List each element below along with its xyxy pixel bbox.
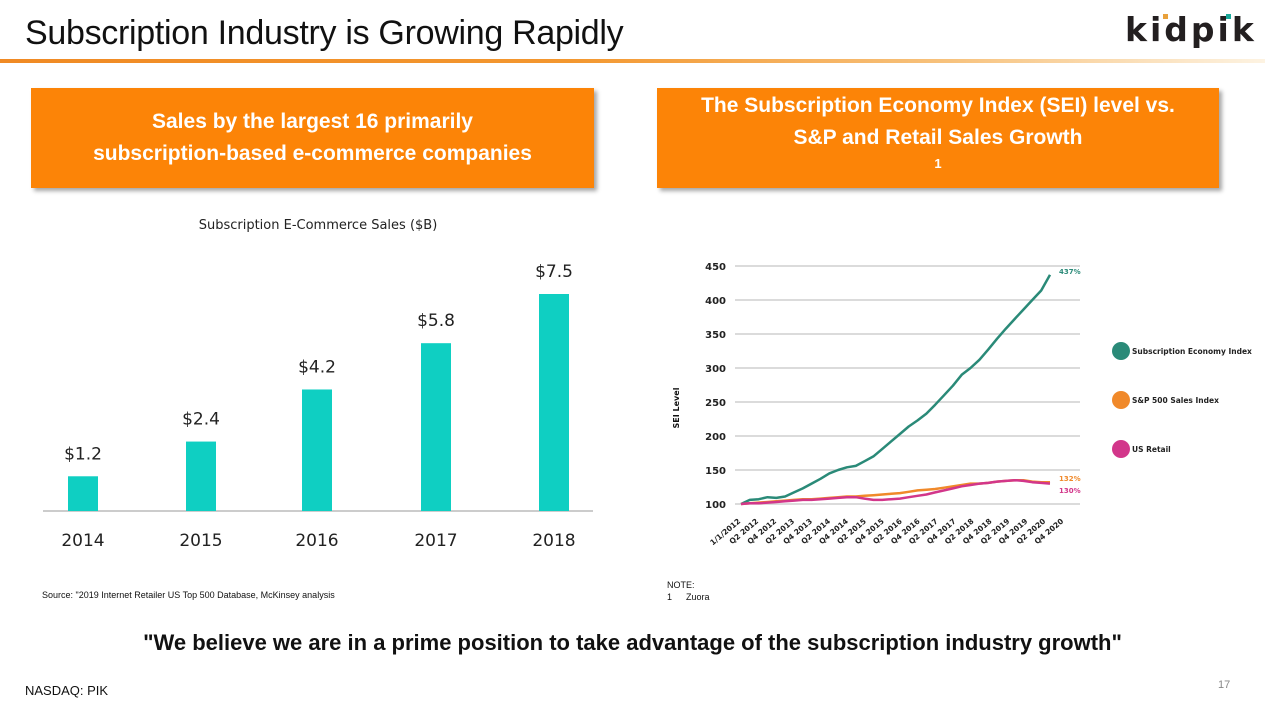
note-text: Zuora [686, 592, 710, 602]
y-tick-label: 200 [705, 432, 726, 443]
bar-value-label: $4.2 [298, 357, 336, 377]
series-line-subscription-economy-index [740, 274, 1052, 506]
x-tick-label: 2014 [61, 531, 104, 551]
legend-label: Subscription Economy Index [1132, 347, 1252, 356]
logo-dot-teal [1226, 14, 1231, 19]
legend-swatch [1112, 342, 1130, 360]
title-underline [0, 59, 1265, 63]
x-tick-label: 2017 [414, 531, 457, 551]
bar-2015 [186, 441, 216, 511]
logo-text: kidpik [1125, 10, 1257, 49]
series-end-label: 130% [1059, 487, 1081, 495]
slide-title: Subscription Industry is Growing Rapidly [25, 14, 624, 52]
left-section-header: Sales by the largest 16 primarily subscr… [31, 88, 594, 188]
note-label: NOTE: [667, 580, 695, 590]
y-axis-label: SEI Level [672, 387, 681, 428]
kidpik-logo: kidpik [1125, 10, 1257, 49]
legend-label: US Retail [1132, 445, 1171, 454]
y-tick-label: 100 [705, 500, 726, 511]
logo-dot-orange [1163, 14, 1168, 19]
bar-value-label: $7.5 [535, 262, 573, 282]
y-tick-label: 450 [705, 262, 726, 273]
bar-value-label: $5.8 [417, 311, 455, 331]
y-tick-label: 300 [705, 364, 726, 375]
legend-swatch [1112, 391, 1130, 409]
bar-2018 [539, 294, 569, 511]
bar-value-label: $2.4 [182, 410, 220, 430]
y-tick-label: 150 [705, 466, 726, 477]
y-tick-label: 250 [705, 398, 726, 409]
note-block: NOTE: 1 Zuora [667, 579, 710, 603]
x-tick-label: 2016 [295, 531, 338, 551]
legend-label: S&P 500 Sales Index [1132, 396, 1219, 405]
left-header-line-1: Sales by the largest 16 primarily [152, 110, 473, 133]
y-tick-label: 350 [705, 330, 726, 341]
x-tick-label: 2018 [532, 531, 575, 551]
footnote-marker: 1 [934, 156, 942, 171]
y-tick-label: 400 [705, 296, 726, 307]
x-tick-label: 2015 [179, 531, 222, 551]
quote: "We believe we are in a prime position t… [143, 630, 1122, 655]
series-line-us-retail [740, 478, 1051, 506]
bar-2014 [68, 476, 98, 511]
right-header-line-1: The Subscription Economy Index (SEI) lev… [701, 94, 1175, 117]
page-number: 17 [1218, 679, 1231, 691]
bar-2017 [421, 343, 451, 511]
bar-value-label: $1.2 [64, 444, 102, 464]
bar-2016 [302, 389, 332, 511]
bar-chart-title: Subscription E-Commerce Sales ($B) [199, 218, 438, 233]
series-end-label: 132% [1059, 475, 1081, 483]
note-line: 1 Zuora [667, 591, 710, 603]
bar-chart: Subscription E-Commerce Sales ($B) $1.2 2… [43, 218, 593, 551]
legend-swatch [1112, 440, 1130, 458]
ticker-symbol: NASDAQ: PIK [25, 683, 109, 698]
line-chart: SEI Level 100 150 200 250 300 350 400 450 437% 1… [672, 262, 1252, 547]
note-number: 1 [667, 592, 673, 602]
left-header-line-2: subscription-based e-commerce companies [93, 142, 532, 165]
right-header-line-2: S&P and Retail Sales Growth [793, 126, 1083, 149]
right-header-line-2-wrap: S&P and Retail Sales Growth 1 [701, 122, 1175, 186]
series-end-label: 437% [1059, 268, 1081, 276]
right-section-header: The Subscription Economy Index (SEI) lev… [657, 88, 1219, 188]
source-footnote: Source: "2019 Internet Retailer US Top 5… [42, 590, 335, 600]
